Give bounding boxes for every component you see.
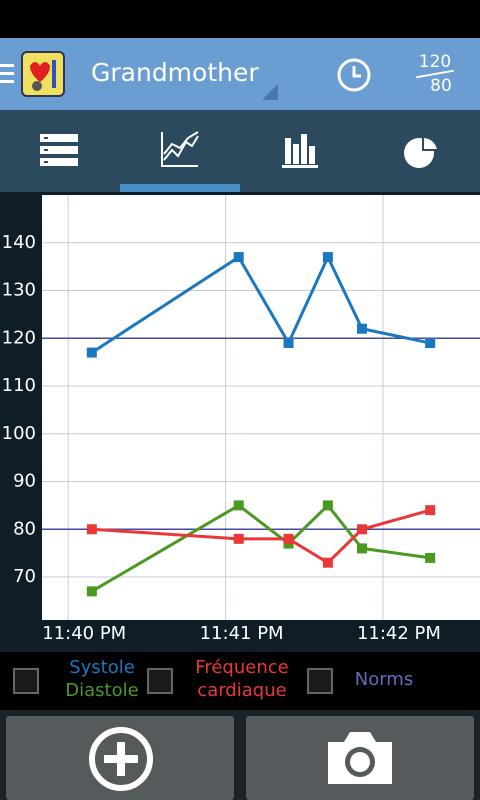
legend-heart-rate: Fréquence cardiaque bbox=[195, 657, 289, 701]
data-point bbox=[425, 505, 436, 516]
y-tick-label: 140 bbox=[2, 232, 36, 253]
status-bar bbox=[0, 0, 480, 38]
legend-norms: Norms bbox=[354, 669, 414, 690]
data-point bbox=[322, 252, 333, 263]
legend-diastole: Diastole bbox=[65, 680, 139, 701]
y-tick-label: 70 bbox=[13, 566, 36, 587]
data-point bbox=[86, 347, 97, 358]
data-point bbox=[283, 338, 294, 349]
bottom-bar bbox=[0, 710, 480, 800]
chart: 70 80 90 100 110 120 130 140 11:40 PM 11:41 PM 11:… bbox=[0, 192, 480, 652]
tab-chart[interactable] bbox=[160, 130, 200, 170]
checkbox-pressure[interactable] bbox=[147, 668, 173, 694]
history-icon[interactable] bbox=[336, 57, 372, 93]
data-point bbox=[322, 557, 333, 568]
data-point bbox=[356, 323, 367, 334]
x-tick-label: 11:40 PM bbox=[42, 623, 126, 644]
checkbox-norms[interactable] bbox=[307, 668, 333, 694]
tab-indicator bbox=[120, 184, 240, 192]
tab-pie[interactable] bbox=[402, 134, 440, 170]
y-tick-label: 80 bbox=[13, 518, 36, 539]
data-point bbox=[322, 500, 333, 511]
series-line bbox=[91, 508, 431, 565]
data-point bbox=[233, 500, 244, 511]
data-point bbox=[233, 533, 244, 544]
tab-list[interactable] bbox=[40, 132, 80, 170]
y-tick-label: 120 bbox=[2, 327, 36, 348]
data-point bbox=[425, 338, 436, 349]
data-point bbox=[233, 252, 244, 263]
x-tick-label: 11:42 PM bbox=[357, 623, 441, 644]
camera-button[interactable] bbox=[246, 716, 474, 800]
y-tick-label: 130 bbox=[2, 280, 36, 301]
norm-top: 120 bbox=[418, 52, 452, 72]
tab-bar bbox=[0, 110, 480, 192]
app-bar: Grandmother 120 80 bbox=[0, 38, 480, 110]
data-point bbox=[86, 586, 97, 597]
y-tick-label: 100 bbox=[2, 423, 36, 444]
camera-icon bbox=[328, 732, 392, 784]
data-point bbox=[356, 543, 367, 554]
x-tick-label: 11:41 PM bbox=[200, 623, 284, 644]
data-point bbox=[86, 524, 97, 535]
data-point bbox=[356, 524, 367, 535]
dropdown-arrow bbox=[262, 84, 278, 100]
plot-area bbox=[42, 195, 480, 620]
series-line bbox=[91, 503, 431, 593]
add-icon bbox=[89, 727, 153, 791]
add-button[interactable] bbox=[6, 716, 234, 800]
data-point bbox=[283, 533, 294, 544]
tab-bars[interactable] bbox=[282, 132, 318, 170]
legend-systole: Systole bbox=[69, 657, 135, 678]
profile-name[interactable]: Grandmother bbox=[91, 58, 259, 87]
data-point bbox=[425, 552, 436, 563]
norm-bottom: 80 bbox=[430, 76, 452, 96]
y-tick-label: 110 bbox=[2, 375, 36, 396]
app-icon[interactable] bbox=[0, 38, 70, 110]
checkbox-systole[interactable] bbox=[13, 668, 39, 694]
series-line bbox=[91, 253, 431, 354]
y-tick-label: 90 bbox=[13, 471, 36, 492]
norm-badge[interactable]: 120 80 bbox=[412, 52, 458, 100]
